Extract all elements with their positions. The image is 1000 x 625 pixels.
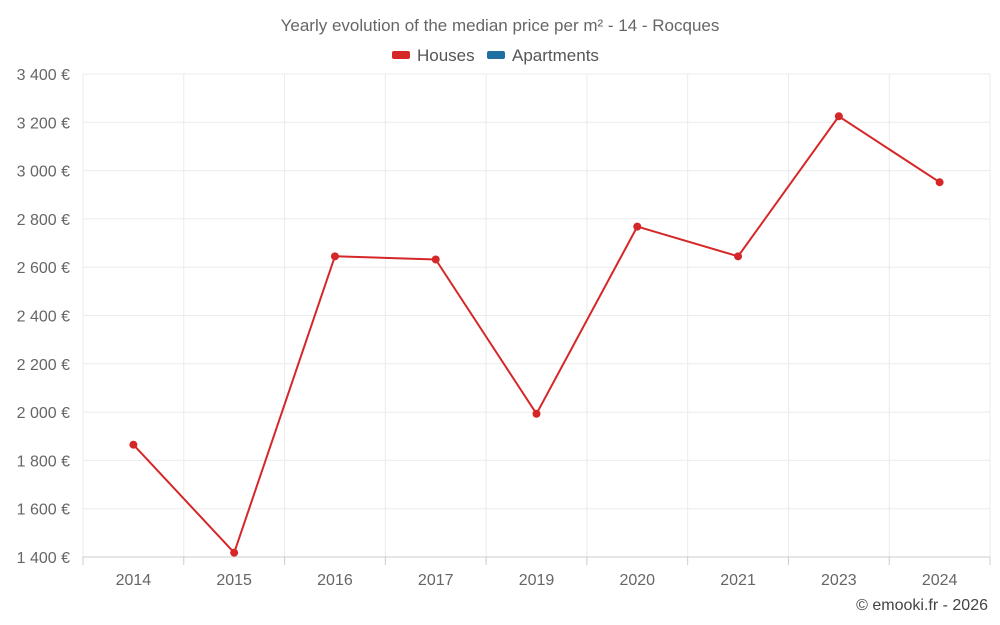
data-point[interactable] — [633, 222, 642, 231]
data-point[interactable] — [834, 112, 843, 121]
legend-swatch-houses — [392, 51, 410, 59]
y-tick-label: 1 600 € — [17, 502, 70, 519]
x-tick-label: 2017 — [418, 572, 454, 589]
y-tick-label: 3 400 € — [17, 67, 70, 84]
x-tick-label: 2023 — [821, 572, 857, 589]
y-tick-label: 1 400 € — [17, 550, 70, 567]
data-point[interactable] — [330, 252, 339, 261]
data-point[interactable] — [129, 440, 138, 449]
y-tick-label: 1 800 € — [17, 453, 70, 470]
grid — [82, 73, 991, 565]
y-tick-label: 2 600 € — [17, 260, 70, 277]
x-tick-label: 2016 — [317, 572, 353, 589]
x-tick-label: 2021 — [720, 572, 756, 589]
x-tick-label: 2019 — [519, 572, 555, 589]
x-tick-label: 2024 — [922, 572, 958, 589]
data-point[interactable] — [734, 252, 743, 261]
data-point[interactable] — [230, 548, 239, 557]
legend-swatch-apartments — [487, 51, 505, 59]
x-tick-label: 2015 — [216, 572, 252, 589]
legend-item-apartments[interactable]: Apartments — [487, 46, 599, 65]
legend: Houses Apartments — [392, 46, 599, 65]
series-line — [132, 115, 941, 554]
x-tick-label: 2014 — [116, 572, 152, 589]
legend-label-apartments: Apartments — [512, 46, 599, 65]
data-point[interactable] — [532, 409, 541, 418]
data-point[interactable] — [935, 178, 944, 187]
x-axis-labels: 2014 2015 2016 2017 2019 2020 2021 2023 2024 — [116, 572, 958, 589]
x-tick-label: 2020 — [619, 572, 655, 589]
y-tick-label: 2 000 € — [17, 405, 70, 422]
data-point[interactable] — [431, 255, 440, 264]
y-tick-label: 3 000 € — [17, 164, 70, 181]
chart-title: Yearly evolution of the median price per… — [281, 16, 720, 35]
series-houses — [129, 112, 944, 557]
legend-label-houses: Houses — [417, 46, 475, 65]
credit-text: © emooki.fr - 2026 — [856, 597, 988, 614]
y-tick-label: 2 800 € — [17, 212, 70, 229]
y-tick-label: 2 400 € — [17, 309, 70, 326]
y-tick-label: 3 200 € — [17, 115, 70, 132]
legend-item-houses[interactable]: Houses — [392, 46, 475, 65]
y-axis-labels: 1 400 € 1 600 € 1 800 € 2 000 € 2 200 € 2 400… — [17, 67, 70, 567]
y-tick-label: 2 200 € — [17, 357, 70, 374]
